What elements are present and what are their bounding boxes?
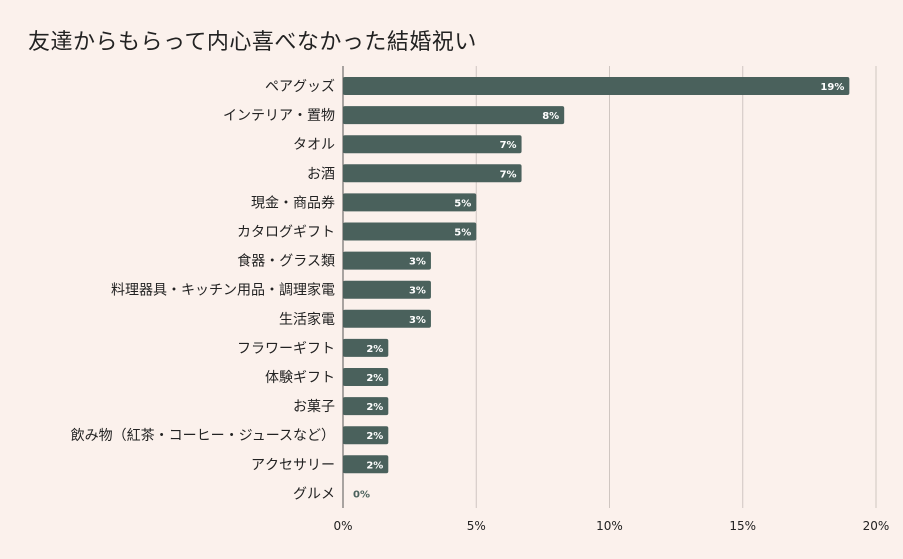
x-tick-label: 10% bbox=[596, 519, 623, 533]
value-label: 7% bbox=[500, 169, 517, 180]
value-label: 0% bbox=[353, 489, 370, 500]
category-label: カタログギフト bbox=[237, 225, 335, 241]
x-tick-label: 0% bbox=[333, 519, 352, 533]
category-label: 料理器具・キッチン用品・調理家電 bbox=[111, 282, 335, 299]
category-label: タオル bbox=[293, 137, 335, 153]
value-label: 3% bbox=[409, 315, 426, 326]
bar bbox=[343, 309, 431, 328]
category-label: お酒 bbox=[307, 166, 335, 182]
value-label: 5% bbox=[454, 228, 471, 239]
value-label: 19% bbox=[820, 82, 844, 93]
value-label: 2% bbox=[366, 431, 383, 442]
bar bbox=[343, 455, 389, 474]
category-label: 生活家電 bbox=[279, 311, 335, 328]
value-label: 2% bbox=[366, 344, 383, 355]
bar bbox=[343, 397, 389, 416]
x-tick-label: 20% bbox=[863, 519, 890, 533]
value-label: 7% bbox=[500, 140, 517, 151]
bar bbox=[343, 222, 477, 241]
value-label: 5% bbox=[454, 198, 471, 209]
x-tick-label: 5% bbox=[467, 519, 486, 533]
bar bbox=[343, 338, 389, 357]
bar bbox=[343, 280, 431, 299]
bar bbox=[343, 135, 522, 154]
bar bbox=[343, 164, 522, 183]
bar bbox=[343, 77, 850, 95]
category-label: ペアグッズ bbox=[265, 79, 335, 95]
category-label: アクセサリー bbox=[251, 457, 335, 473]
bar bbox=[343, 106, 565, 125]
category-label: お菓子 bbox=[293, 399, 335, 415]
value-label: 2% bbox=[366, 460, 383, 471]
bar bbox=[343, 251, 431, 270]
value-label: 3% bbox=[409, 286, 426, 297]
value-label: 3% bbox=[409, 257, 426, 268]
value-label: 8% bbox=[542, 111, 559, 122]
category-label: グルメ bbox=[293, 486, 335, 502]
bar bbox=[343, 193, 477, 212]
chart-title: 友達からもらって内心喜べなかった結婚祝い bbox=[28, 30, 477, 55]
bar bbox=[343, 368, 389, 386]
bar bbox=[343, 426, 389, 445]
category-label: 体験ギフト bbox=[265, 370, 335, 386]
category-label: 食器・グラス類 bbox=[237, 253, 335, 270]
category-label: フラワーギフト bbox=[237, 341, 335, 357]
category-label: インテリア・置物 bbox=[223, 108, 335, 124]
category-label: 飲み物（紅茶・コーヒー・ジュースなど） bbox=[71, 428, 335, 444]
category-label: 現金・商品券 bbox=[251, 195, 335, 211]
value-label: 2% bbox=[366, 373, 383, 384]
x-tick-label: 15% bbox=[729, 519, 756, 533]
value-label: 2% bbox=[366, 402, 383, 413]
